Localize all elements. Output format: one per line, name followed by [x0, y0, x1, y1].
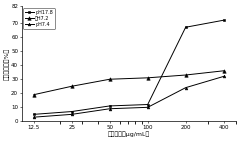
Line: pH17.8: pH17.8	[32, 19, 225, 116]
Line: 已H7.2: 已H7.2	[32, 69, 225, 96]
pH17.8	[70, 111, 73, 112]
已H7.2	[184, 74, 187, 76]
已H7.2	[70, 85, 73, 87]
pH7.4	[184, 87, 187, 89]
pH17.8	[32, 114, 35, 115]
Legend: pH17.8, 已H7.2, pH7.4: pH17.8, 已H7.2, pH7.4	[23, 8, 55, 29]
pH7.4	[32, 116, 35, 118]
pH17.8	[184, 26, 187, 28]
已H7.2	[108, 78, 111, 80]
pH17.8	[222, 19, 225, 21]
pH7.4	[108, 108, 111, 110]
已H7.2	[222, 70, 225, 72]
X-axis label: 抑菌浓度（μg/mL）: 抑菌浓度（μg/mL）	[108, 131, 150, 137]
pH17.8	[108, 105, 111, 107]
Line: pH7.4: pH7.4	[32, 75, 225, 119]
Y-axis label: 抑菌抑制率（%）: 抑菌抑制率（%）	[4, 48, 10, 80]
pH17.8	[146, 104, 149, 105]
pH7.4	[222, 76, 225, 77]
已H7.2	[146, 77, 149, 79]
pH7.4	[146, 106, 149, 108]
pH7.4	[70, 114, 73, 115]
已H7.2	[32, 94, 35, 96]
